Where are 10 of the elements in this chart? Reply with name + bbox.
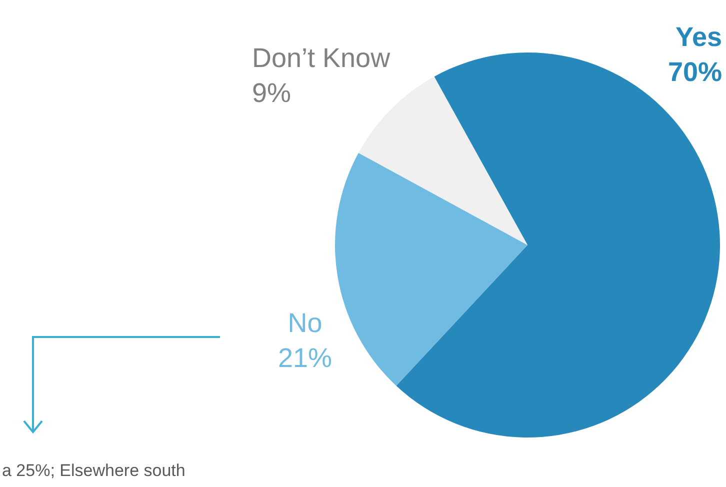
slice-label: No <box>288 308 322 338</box>
text: a 25%; Elsewhere south <box>2 461 186 480</box>
pie-slice <box>335 152 528 386</box>
pie-slice <box>396 52 720 438</box>
data-label: 9% <box>252 78 292 108</box>
pie-slice <box>358 76 528 245</box>
data-label: 21% <box>278 343 332 374</box>
data-label: 70% <box>668 57 722 88</box>
slice-label: Yes <box>675 22 722 52</box>
slice-label: Don’t Know <box>252 43 391 73</box>
